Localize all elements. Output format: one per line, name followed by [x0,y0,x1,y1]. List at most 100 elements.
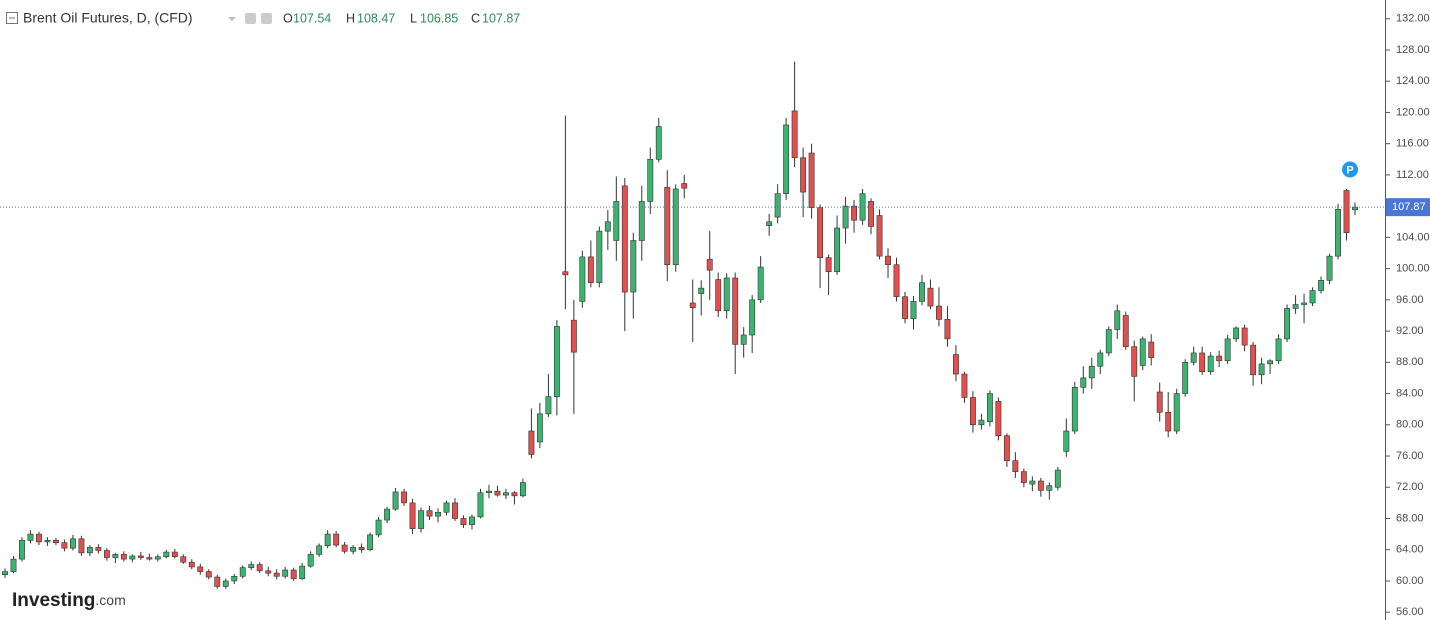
candle-body [732,277,739,345]
y-tick-label: 72.00 [1396,481,1424,493]
candle-body [536,413,543,443]
y-tick-label: 60.00 [1396,575,1424,587]
candle-body [800,157,807,193]
watermark-brand: Investing [12,590,95,611]
candle-body [1097,352,1104,367]
candle-body [222,580,229,587]
candle-body [562,271,569,276]
candle-body [596,230,603,283]
candle-body [1224,338,1231,362]
candle-body [1071,387,1078,432]
open-value: 107.54 [293,11,331,25]
y-tick-label: 64.00 [1396,544,1424,556]
candle-body [893,264,900,298]
y-tick-label: 76.00 [1396,450,1424,462]
candle-body [834,227,841,273]
candle-body [256,564,263,572]
candle-body [214,576,221,587]
candle-body [120,554,127,560]
candle-body [1318,280,1324,291]
candle-body [944,319,951,340]
candle-body [341,544,348,552]
candle-body [902,296,908,319]
candle-body [503,492,509,496]
candle-body [1216,355,1223,362]
candle-body [1063,430,1070,452]
candle-body [188,561,195,568]
collapse-icon[interactable] [6,12,18,24]
candle-body [681,183,688,189]
dropdown-arrow[interactable] [228,17,236,21]
candle-body [44,540,51,543]
open-label: O [283,11,293,25]
candle-body [248,564,255,568]
candle-body [1131,346,1138,377]
candle-body [698,287,705,294]
candle-body [953,354,959,375]
candle-body [171,551,178,558]
candle-body [384,508,391,521]
candle-body [197,566,204,572]
candle-body [69,538,76,549]
candle-body [706,258,713,271]
y-tick-label: 128.00 [1396,44,1430,56]
y-tick-label: 88.00 [1396,356,1424,368]
candle-body [401,491,407,504]
candle-body [664,187,671,266]
candle-body [1190,352,1197,363]
settings-icon[interactable] [245,13,256,24]
candle-body [282,569,289,577]
candle-body [1343,190,1350,233]
candle-body [936,305,942,320]
candle-body [146,557,153,560]
plot-area: P [0,61,1385,589]
y-tick-label: 80.00 [1396,419,1424,431]
y-tick-label: 100.00 [1396,263,1430,275]
candle-body [1114,310,1121,330]
candle-body [180,556,187,563]
close-label: C [471,11,480,25]
candle-body [10,558,17,572]
candle-body [1233,327,1240,340]
price-axis: 56.00 60.00 64.00 68.00 72.00 76.00 80.00 84.00… [1385,13,1430,618]
candle-body [1105,329,1112,354]
candle-body [1182,362,1189,394]
candle-body [774,193,781,218]
candle-body [969,397,976,426]
candle-body [2,571,8,576]
candle-body [1258,363,1265,376]
candle-body [1335,208,1341,257]
low-value: 106.85 [420,11,458,25]
candle-body [435,511,441,517]
candle-body [859,193,866,221]
candle-body [1037,480,1044,491]
marker-label: P [1346,164,1353,176]
candle-body [307,554,314,567]
candle-body [638,201,645,241]
candle-body [324,533,331,547]
high-value: 108.47 [357,11,395,25]
candle-body [1284,308,1291,340]
candle-body [1207,355,1214,372]
candle-body [375,519,382,536]
candle-body [757,266,764,301]
candle-body [350,547,357,552]
candle-body [1088,365,1095,379]
candle-body [1122,315,1129,348]
y-tick-label: 68.00 [1396,512,1424,524]
candle-body [1267,360,1274,365]
candle-body [103,550,110,558]
candle-body [27,533,34,541]
candle-body [494,490,501,496]
high-label: H [346,11,355,25]
candle-body [78,538,85,554]
watermark: Investing.com [12,590,126,611]
candle-body [333,533,340,546]
y-tick-label: 112.00 [1396,169,1429,181]
close-icon[interactable] [261,13,272,24]
candle-body [1292,304,1299,309]
candle-body [723,277,730,312]
candle-body [851,205,857,221]
low-label: L [410,11,417,25]
